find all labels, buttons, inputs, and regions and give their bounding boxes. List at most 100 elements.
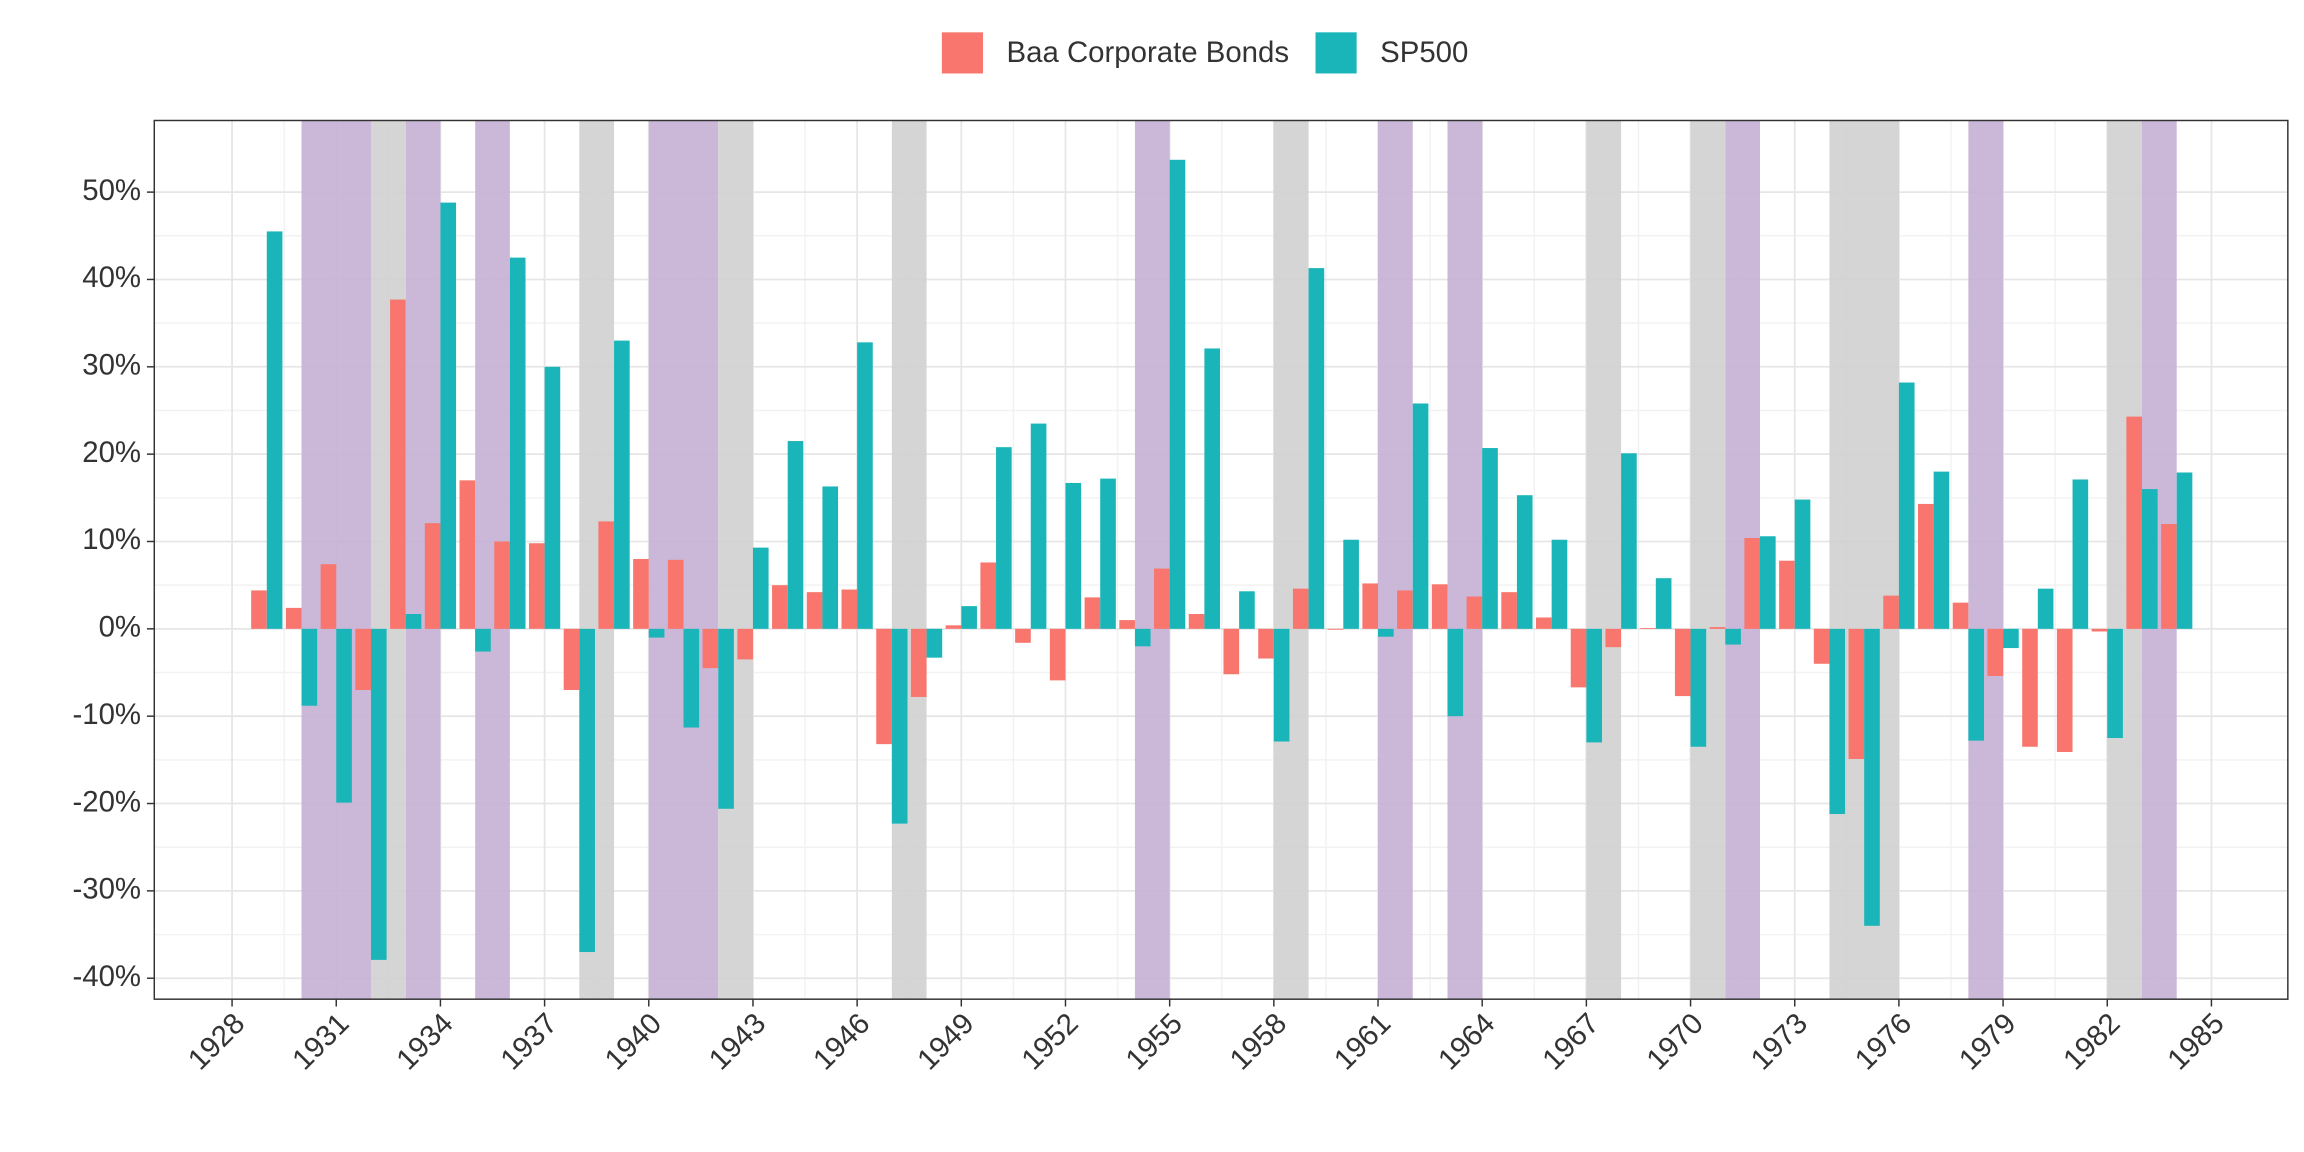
- bar: [2037, 588, 2054, 629]
- bar: [1327, 628, 1344, 630]
- bar: [1100, 478, 1116, 629]
- x-tick-label: 1973: [1744, 1007, 1814, 1077]
- x-tick-label: 1979: [1953, 1007, 2023, 1077]
- bar: [841, 589, 858, 629]
- bar: [1466, 596, 1483, 629]
- bar: [910, 628, 927, 697]
- x-tick-label: 1949: [911, 1007, 981, 1077]
- shaded-band: [1134, 120, 1170, 1000]
- bar: [1015, 628, 1031, 643]
- bar: [1883, 595, 1899, 629]
- bar: [2176, 472, 2193, 629]
- bar: [1482, 448, 1498, 629]
- x-tick-label: 1934: [390, 1007, 460, 1077]
- bar: [1501, 592, 1517, 629]
- y-tick-label: 10%: [82, 523, 141, 556]
- bar: [1188, 613, 1205, 629]
- bar: [475, 628, 491, 652]
- shaded-band: [301, 120, 371, 1000]
- bar: [2056, 628, 2073, 752]
- bar: [1551, 539, 1568, 629]
- x-tick-label: 1931: [286, 1007, 356, 1077]
- shaded-band: [718, 120, 753, 1000]
- bar: [1918, 503, 1934, 629]
- legend-label: Baa Corporate Bonds: [1007, 36, 1290, 69]
- bar: [266, 231, 283, 629]
- x-tick-label: 1982: [2057, 1007, 2127, 1077]
- x-tick-label: 1970: [1640, 1007, 1710, 1077]
- bar: [1744, 538, 1761, 629]
- bar: [1273, 628, 1290, 742]
- bar: [926, 628, 943, 658]
- bar: [390, 299, 406, 629]
- x-tick-label: 1952: [1015, 1007, 1085, 1077]
- bar: [1864, 628, 1880, 926]
- bar: [1690, 628, 1707, 747]
- legend-label: SP500: [1380, 36, 1468, 69]
- x-tick-label: 1928: [182, 1007, 252, 1077]
- bar: [1065, 482, 1082, 629]
- bar: [1605, 628, 1622, 648]
- bar: [405, 613, 422, 629]
- bar: [633, 558, 649, 629]
- bar: [822, 486, 839, 629]
- bar: [1378, 628, 1394, 637]
- bar: [2072, 479, 2089, 629]
- x-tick-label: 1985: [2161, 1007, 2231, 1077]
- legend: Baa Corporate Bonds SP500: [941, 32, 1468, 74]
- bar: [301, 628, 318, 706]
- shaded-band: [1690, 120, 1726, 1000]
- bar: [320, 564, 337, 629]
- bar: [1621, 453, 1637, 629]
- bar: [1536, 617, 1552, 629]
- shaded-band: [1273, 120, 1309, 1000]
- bar: [424, 523, 441, 629]
- bar: [1049, 628, 1066, 681]
- bar: [1586, 628, 1603, 743]
- bar: [1134, 628, 1151, 647]
- bar: [579, 628, 595, 953]
- bar: [494, 541, 510, 629]
- bar: [876, 628, 892, 745]
- bar: [2107, 628, 2123, 739]
- bar: [1760, 536, 1776, 629]
- x-tick-label: 1955: [1119, 1007, 1189, 1077]
- bar: [961, 606, 977, 629]
- bar: [1848, 628, 1865, 759]
- bar: [598, 521, 615, 629]
- x-tick-label: 1964: [1432, 1007, 1502, 1077]
- bar: [1447, 628, 1464, 717]
- bar: [1709, 627, 1726, 629]
- x-tick-label: 1958: [1224, 1007, 1294, 1077]
- bar: [2091, 628, 2108, 632]
- bar: [2003, 628, 2019, 649]
- bar: [1655, 578, 1672, 629]
- legend-swatch: [941, 32, 984, 74]
- shaded-band: [1586, 120, 1622, 1000]
- bar: [1204, 348, 1221, 629]
- bar: [1829, 628, 1846, 815]
- bar: [1292, 588, 1309, 629]
- bar: [1223, 628, 1240, 675]
- bar: [1412, 403, 1429, 629]
- bar: [1640, 627, 1656, 629]
- bar: [336, 628, 352, 803]
- bar: [857, 342, 873, 629]
- shaded-band: [1378, 120, 1413, 1000]
- bar: [1952, 602, 1969, 629]
- bar: [614, 340, 630, 629]
- y-tick-label: -30%: [72, 873, 141, 906]
- bar: [1362, 583, 1379, 629]
- y-tick-label: 20%: [82, 436, 141, 469]
- bar: [1933, 471, 1950, 629]
- x-tick-label: 1961: [1328, 1007, 1398, 1077]
- bar: [1516, 495, 1533, 629]
- bar: [1898, 382, 1915, 629]
- bar: [2161, 524, 2177, 629]
- bar: [1813, 628, 1830, 664]
- bar: [683, 628, 700, 728]
- bar: [891, 628, 908, 824]
- bar: [752, 547, 769, 629]
- bar: [1397, 590, 1413, 629]
